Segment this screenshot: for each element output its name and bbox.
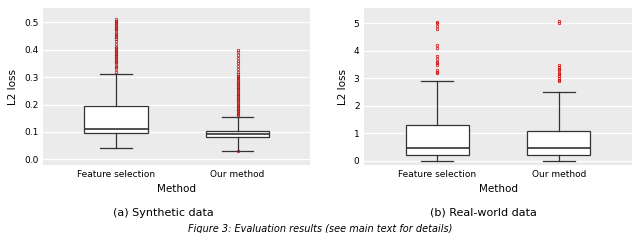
PathPatch shape [406, 125, 469, 155]
X-axis label: Method: Method [157, 184, 196, 194]
PathPatch shape [84, 106, 148, 133]
PathPatch shape [206, 131, 269, 137]
Text: (a) Synthetic data: (a) Synthetic data [113, 208, 214, 218]
Y-axis label: L2 loss: L2 loss [8, 69, 19, 105]
Y-axis label: L2 loss: L2 loss [338, 69, 348, 105]
PathPatch shape [527, 131, 590, 155]
Text: (b) Real-world data: (b) Real-world data [430, 208, 536, 218]
X-axis label: Method: Method [479, 184, 518, 194]
Text: Figure 3: Evaluation results (see main text for details): Figure 3: Evaluation results (see main t… [188, 224, 452, 233]
